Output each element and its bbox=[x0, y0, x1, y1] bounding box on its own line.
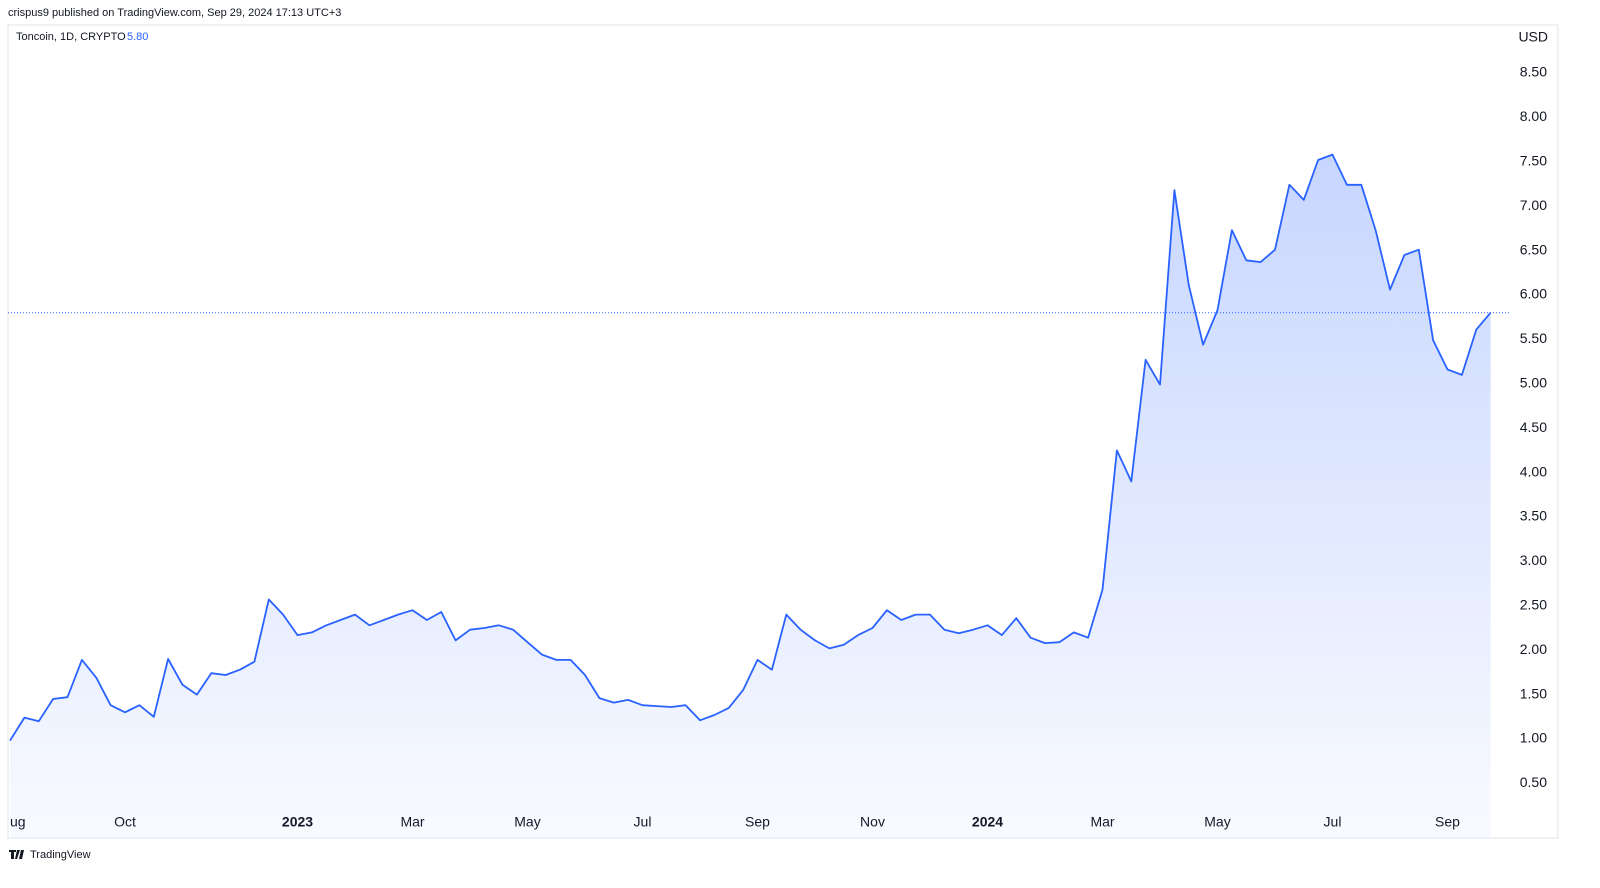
area-fill bbox=[10, 154, 1491, 839]
y-tick-label: 2.00 bbox=[1520, 641, 1547, 657]
brand-logo bbox=[9, 850, 24, 859]
y-tick-label: 4.00 bbox=[1520, 463, 1547, 479]
y-tick-label: 7.50 bbox=[1520, 152, 1547, 168]
attribution: crispus9 published on TradingView.com, S… bbox=[8, 7, 341, 19]
last-price: 5.80 bbox=[127, 31, 148, 43]
y-tick-label: 7.00 bbox=[1520, 197, 1547, 213]
y-tick-label: 8.00 bbox=[1520, 108, 1547, 124]
y-tick-label: 3.50 bbox=[1520, 508, 1547, 524]
y-tick-label: 5.00 bbox=[1520, 374, 1547, 390]
chart-title: Toncoin, 1D, CRYPTO bbox=[16, 31, 126, 43]
y-tick-label: 8.50 bbox=[1520, 64, 1547, 80]
currency-box bbox=[1511, 27, 1555, 49]
y-tick-label: 4.50 bbox=[1520, 419, 1547, 435]
y-tick-label: 1.50 bbox=[1520, 685, 1547, 701]
currency: USD bbox=[1518, 29, 1548, 45]
y-tick-label: 2.50 bbox=[1520, 596, 1547, 612]
y-tick-label: 6.00 bbox=[1520, 286, 1547, 302]
y-tick-label: 5.50 bbox=[1520, 330, 1547, 346]
price-line bbox=[9, 153, 1492, 742]
y-tick-label: 6.50 bbox=[1520, 241, 1547, 257]
y-tick-label: 0.50 bbox=[1520, 774, 1547, 790]
y-tick-label: 1.00 bbox=[1520, 730, 1547, 746]
brand: TradingView bbox=[30, 849, 91, 861]
y-tick-label: 3.00 bbox=[1520, 552, 1547, 568]
